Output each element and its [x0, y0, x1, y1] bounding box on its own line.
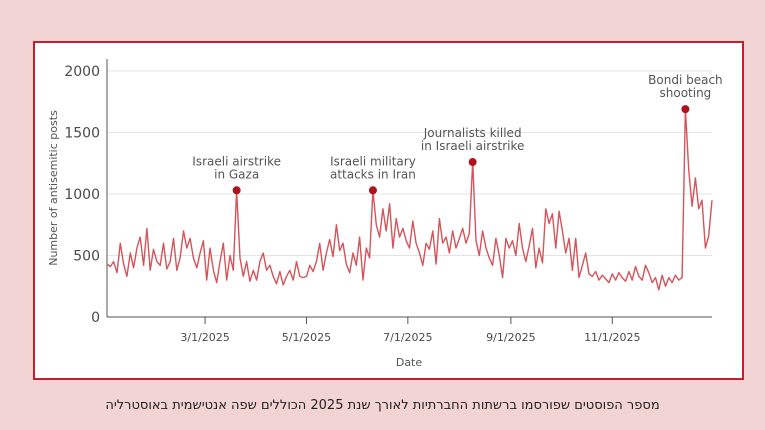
- annotation-label: Israeli military: [330, 154, 416, 168]
- x-axis-title: Date: [396, 356, 423, 369]
- annotation-marker: [368, 186, 377, 195]
- x-tick-label: 3/1/2025: [180, 331, 229, 344]
- annotation-label: Bondi beach: [648, 73, 723, 87]
- y-tick-label: 1000: [64, 187, 100, 203]
- x-tick-label: 9/1/2025: [486, 331, 535, 344]
- line-chart: 0 500 1000 1500 2000 3/1/2025 5/1/2025 7/1/202…: [47, 59, 723, 369]
- annotation-label: attacks in Iran: [330, 167, 416, 181]
- chart-caption: מספר הפוסטים שפורסמו ברשתות החברתיות לאו…: [105, 398, 660, 413]
- x-tick-label: 7/1/2025: [383, 331, 432, 344]
- annotation-label: in Gaza: [214, 167, 259, 181]
- grid-layer: [107, 70, 712, 256]
- annotation-label: Israeli airstrike: [192, 154, 281, 168]
- annotation-marker: [681, 105, 690, 114]
- x-tick-label: 5/1/2025: [282, 331, 331, 344]
- annotation-marker: [232, 186, 241, 195]
- annotation-label: Journalists killed: [423, 126, 522, 140]
- y-axis: 0 500 1000 1500 2000: [64, 59, 108, 326]
- annotation-label: shooting: [660, 86, 712, 100]
- y-tick-label: 500: [73, 249, 100, 265]
- series-line: [106, 108, 713, 291]
- y-tick-label: 2000: [64, 64, 100, 80]
- y-tick-label: 1500: [64, 126, 100, 142]
- x-tick-label: 11/1/2025: [584, 331, 640, 344]
- y-axis-title: Number of antisemitic posts: [47, 110, 60, 266]
- annotation-marker: [468, 158, 477, 167]
- annotation-label: in Israeli airstrike: [421, 139, 524, 153]
- series-layer: [106, 108, 713, 291]
- x-axis: 3/1/2025 5/1/2025 7/1/2025 9/1/2025 11/1/202…: [107, 316, 712, 344]
- y-tick-label: 0: [91, 310, 100, 326]
